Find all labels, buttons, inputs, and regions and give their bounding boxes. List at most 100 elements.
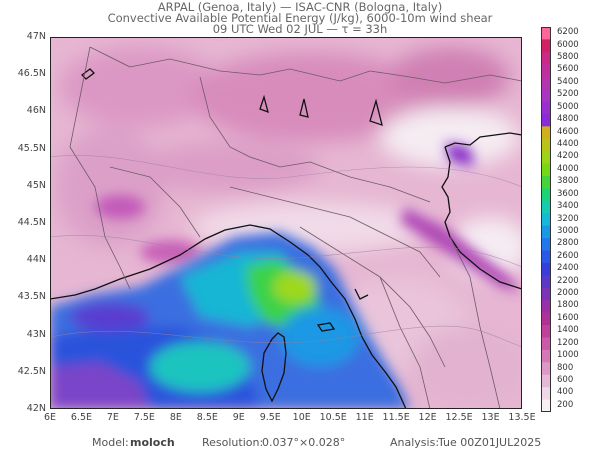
colorbar-label: 200 — [557, 399, 574, 410]
colorbar-segment — [541, 250, 551, 264]
colorbar-label: 4600 — [557, 126, 579, 137]
colorbar-label: 5600 — [557, 64, 579, 75]
colorbar-segment — [541, 151, 551, 165]
lon-label: 11E — [355, 412, 374, 423]
analysis-value: Tue 00Z01JUL2025 — [438, 436, 542, 449]
colorbar-label: 1000 — [557, 350, 579, 361]
lat-label: 46.5N — [17, 68, 46, 80]
model-label: Model: — [92, 436, 129, 449]
cape-field — [50, 47, 522, 409]
colorbar-segment — [541, 126, 551, 140]
lon-label: 9.5E — [259, 412, 281, 423]
colorbar-segment — [541, 337, 551, 351]
colorbar-label: 5800 — [557, 52, 579, 63]
colorbar-segment — [541, 238, 551, 252]
lat-label: 47N — [26, 31, 46, 42]
lon-label: 11.5E — [382, 412, 410, 423]
colorbar-label: 1600 — [557, 312, 579, 323]
lon-label: 8.5E — [196, 412, 218, 423]
lat-label: 46N — [26, 105, 46, 117]
resolution-label: Resolution: — [202, 436, 264, 449]
colorbar-segment — [541, 225, 551, 239]
lon-label: 10E — [292, 412, 311, 423]
lon-label: 12.5E — [445, 412, 473, 423]
colorbar-label: 1200 — [557, 337, 579, 348]
title-line-1: ARPAL (Genoa, Italy) — ISAC-CNR (Bologna… — [157, 0, 443, 14]
colorbar-label: 2400 — [557, 263, 579, 274]
colorbar-label: 2800 — [557, 238, 579, 249]
colorbar-segment — [541, 262, 551, 276]
lat-label: 42.5N — [17, 365, 46, 377]
colorbar-label: 2000 — [557, 288, 579, 299]
colorbar-label: 6000 — [557, 39, 579, 50]
colorbar-frame — [541, 27, 551, 412]
colorbar-label: 4400 — [557, 138, 579, 149]
lon-label: 8E — [169, 412, 182, 423]
lat-label: 43.5N — [17, 291, 46, 303]
colorbar-segment — [541, 64, 551, 78]
colorbar-segment — [541, 362, 551, 376]
lat-label: 45.5N — [17, 142, 46, 154]
colorbar-label: 400 — [557, 387, 574, 398]
colorbar-label: 6200 — [557, 27, 579, 38]
lon-label: 6.5E — [70, 412, 93, 423]
lat-label: 43N — [26, 328, 46, 340]
lon-label: 13E — [481, 412, 500, 423]
colorbar-label: 3600 — [557, 188, 579, 199]
colorbar-segment — [541, 176, 551, 189]
colorbar — [541, 27, 551, 412]
borders — [69, 46, 522, 409]
colorbar-segment — [541, 39, 551, 53]
resolution-value: 0.037°×0.028° — [262, 436, 346, 449]
wind-shear-contours — [50, 155, 522, 348]
lon-label: 13.5E — [508, 412, 536, 423]
title-line-3: 09 UTC Wed 02 JUL — τ = 33h — [212, 22, 388, 36]
colorbar-label: 800 — [557, 362, 574, 373]
colorbar-label: 3000 — [557, 225, 579, 236]
colorbar-label: 4000 — [557, 163, 579, 174]
colorbar-segment — [541, 89, 551, 103]
colorbar-label: 5000 — [557, 101, 579, 112]
coastlines — [50, 68, 522, 409]
lon-label: 9E — [232, 412, 245, 423]
colorbar-segment — [541, 287, 551, 301]
lon-label: 7.5E — [133, 412, 155, 423]
colorbar-label: 2200 — [557, 275, 579, 286]
colorbar-segment — [541, 200, 551, 214]
colorbar-label: 4800 — [557, 114, 579, 125]
colorbar-label: 4200 — [557, 151, 579, 162]
analysis-label: Analysis: — [390, 436, 440, 449]
colorbar-segment — [541, 387, 551, 401]
lat-label: 45N — [26, 179, 46, 191]
lon-label: 12E — [418, 412, 437, 423]
colorbar-segment — [541, 51, 551, 65]
colorbar-label: 1400 — [557, 325, 579, 336]
colorbar-label: 3800 — [557, 176, 579, 187]
colorbar-label: 3200 — [557, 213, 579, 224]
colorbar-label: 3400 — [557, 201, 579, 212]
colorbar-segment — [541, 76, 551, 90]
colorbar-segment — [541, 325, 551, 338]
colorbar-segment — [541, 188, 551, 202]
colorbar-label: 5200 — [557, 89, 579, 100]
colorbar-segment — [541, 101, 551, 115]
colorbar-label: 5400 — [557, 76, 579, 87]
lat-label: 42N — [26, 403, 46, 414]
colorbar-segment — [541, 349, 551, 363]
colorbar-segment — [541, 27, 551, 40]
model-value: moloch — [130, 436, 175, 449]
colorbar-segment — [541, 374, 551, 388]
title-line-2: Convective Available Potential Energy (J… — [107, 11, 493, 25]
colorbar-label: 1800 — [557, 300, 579, 311]
lat-label: 44N — [26, 254, 46, 266]
colorbar-segment — [541, 138, 551, 152]
colorbar-segment — [541, 113, 551, 127]
colorbar-segment — [541, 300, 551, 314]
lon-label: 6E — [43, 412, 57, 423]
colorbar-segment — [541, 399, 551, 412]
lat-label: 44.5N — [17, 217, 46, 228]
colorbar-segment — [541, 275, 551, 289]
cape-map — [50, 37, 522, 409]
colorbar-segment — [541, 163, 551, 177]
colorbar-segment — [541, 213, 551, 227]
